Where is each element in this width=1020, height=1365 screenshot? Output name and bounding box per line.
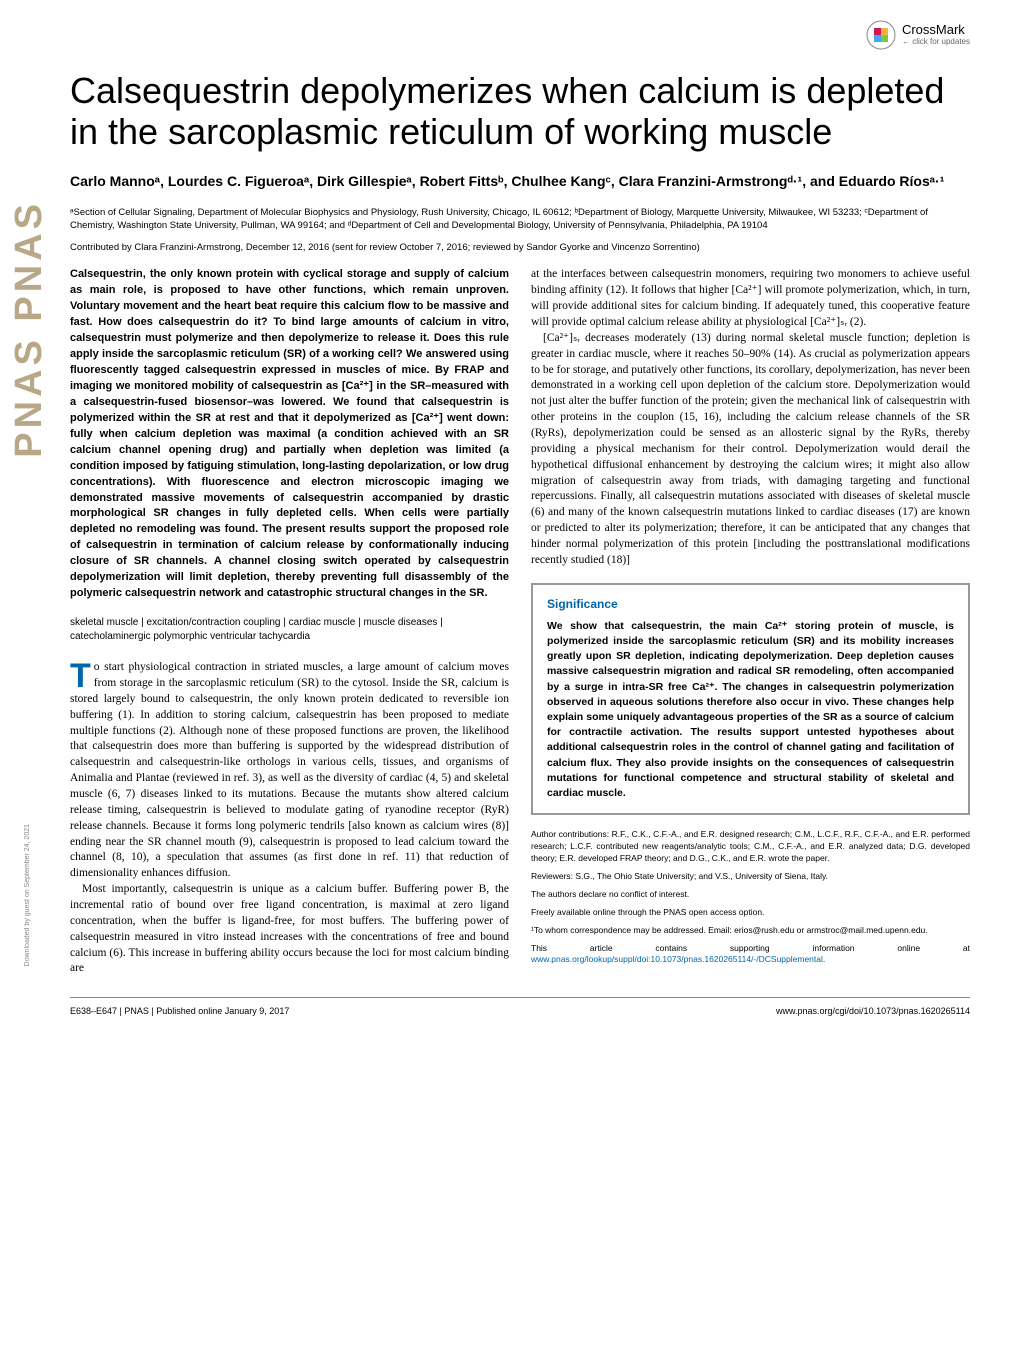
footer-metadata: Author contributions: R.F., C.K., C.F.-A… [531, 829, 970, 966]
body-paragraph: [Ca²⁺]ₛᵣ decreases moderately (13) durin… [531, 331, 970, 569]
pnas-sidebar-logo: PNAS PNAS [8, 200, 51, 458]
author-list: Carlo Mannoᵃ, Lourdes C. Figueroaᵃ, Dirk… [70, 171, 970, 192]
intro-text: o start physiological contraction in str… [70, 661, 509, 879]
significance-title: Significance [547, 597, 954, 611]
crossmark-sublabel: ← click for updates [902, 38, 970, 47]
page-footer: E638–E647 | PNAS | Published online Janu… [70, 997, 970, 1016]
article-title: Calsequestrin depolymerizes when calcium… [70, 70, 970, 153]
crossmark-badge[interactable]: CrossMark ← click for updates [866, 20, 970, 50]
dropcap: T [70, 660, 94, 691]
supplement-statement: This article contains supporting informa… [531, 943, 970, 967]
significance-body: We show that calsequestrin, the main Ca²… [547, 619, 954, 802]
significance-box: Significance We show that calsequestrin,… [531, 583, 970, 816]
abstract-text: Calsequestrin, the only known protein wi… [70, 267, 509, 602]
reviewers: Reviewers: S.G., The Ohio State Universi… [531, 871, 970, 883]
supplement-link[interactable]: www.pnas.org/lookup/suppl/doi:10.1073/pn… [531, 954, 823, 964]
crossmark-label: CrossMark [902, 23, 970, 37]
keywords: skeletal muscle | excitation/contraction… [70, 616, 509, 644]
author-contributions: Author contributions: R.F., C.K., C.F.-A… [531, 829, 970, 865]
crossmark-icon [866, 20, 896, 50]
correspondence: ¹To whom correspondence may be addressed… [531, 925, 970, 937]
access-statement: Freely available online through the PNAS… [531, 907, 970, 919]
intro-paragraph: To start physiological contraction in st… [70, 660, 509, 882]
footer-right: www.pnas.org/cgi/doi/10.1073/pnas.162026… [776, 1006, 970, 1016]
body-paragraph: at the interfaces between calsequestrin … [531, 267, 970, 330]
contributed-line: Contributed by Clara Franzini-Armstrong,… [70, 242, 970, 253]
body-paragraph: Most importantly, calsequestrin is uniqu… [70, 882, 509, 977]
download-note: Downloaded by guest on September 24, 202… [24, 824, 31, 966]
conflict-statement: The authors declare no conflict of inter… [531, 889, 970, 901]
affiliations: ᵃSection of Cellular Signaling, Departme… [70, 206, 970, 233]
footer-left: E638–E647 | PNAS | Published online Janu… [70, 1006, 289, 1016]
